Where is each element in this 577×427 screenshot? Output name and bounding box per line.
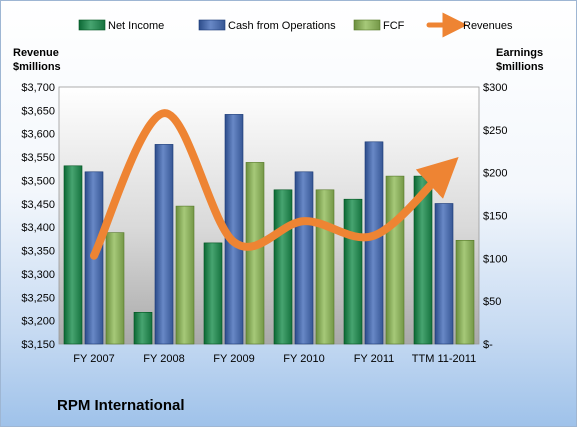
bar-fcf-2: [245, 162, 265, 345]
lines-layer: [90, 109, 459, 260]
x-tick-label: TTM 11-2011: [412, 353, 476, 365]
left-tick-label: $3,650: [21, 105, 55, 117]
bar-cash-from-operations-5: [434, 203, 454, 345]
legend-label-fcf: FCF: [383, 20, 405, 32]
bar-cash-from-operations-1: [154, 144, 174, 345]
legend-swatch-fcf: [353, 19, 381, 31]
left-tick-label: $3,250: [21, 292, 55, 304]
left-tick-label: $3,500: [21, 176, 55, 188]
bar-net-income-0: [63, 165, 83, 345]
left-tick-label: $3,200: [21, 316, 55, 328]
bar-fcf-0: [105, 232, 125, 345]
legend-swatch-cash-from-operations: [198, 19, 226, 31]
x-tick-label: FY 2007: [73, 353, 114, 365]
right-tick-label: $250: [483, 125, 507, 137]
right-tick-label: $300: [483, 82, 507, 94]
bar-cash-from-operations-4: [364, 141, 384, 345]
left-tick-label: $3,400: [21, 222, 55, 234]
left-tick-label: $3,450: [21, 199, 55, 211]
left-tick-label: $3,150: [21, 339, 55, 351]
right-tick-label: $50: [483, 296, 501, 308]
right-tick-label: $200: [483, 168, 507, 180]
x-tick-label: FY 2008: [143, 353, 184, 365]
right-axis-ticks: $- $50 $100 $150 $200 $250 $300: [483, 82, 507, 351]
bar-fcf-1: [175, 205, 195, 345]
legend-swatch-net-income: [78, 19, 106, 31]
bar-net-income-3: [273, 189, 293, 345]
bar-fcf-5: [455, 240, 475, 345]
right-tick-label: $-: [483, 339, 493, 351]
left-tick-label: $3,600: [21, 129, 55, 141]
left-axis-ticks: $3,150 $3,200 $3,250 $3,300 $3,350 $3,400 $3,4…: [21, 82, 55, 351]
right-tick-label: $150: [483, 211, 507, 223]
left-tick-label: $3,550: [21, 152, 55, 164]
x-tick-label: FY 2011: [354, 353, 395, 365]
right-tick-label: $100: [483, 253, 507, 265]
left-axis-title-line2: $millions: [13, 61, 61, 73]
bar-net-income-2: [203, 242, 223, 345]
x-axis-ticks: FY 2007 FY 2008 FY 2009 FY 2010 FY 2011 TTM 1…: [73, 353, 476, 365]
bar-net-income-4: [343, 198, 363, 345]
x-tick-label: FY 2010: [283, 353, 324, 365]
plot-area: [58, 86, 480, 345]
bar-cash-from-operations-3: [294, 171, 314, 345]
bar-fcf-4: [385, 175, 405, 345]
bar-net-income-1: [133, 311, 153, 345]
left-tick-label: $3,300: [21, 269, 55, 281]
company-label: RPM International: [57, 397, 185, 414]
bar-fcf-3: [315, 189, 335, 345]
legend-label-cash-from-operations: Cash from Operations: [228, 20, 336, 32]
right-axis-title-line1: Earnings: [496, 47, 543, 59]
line-revenues: [90, 109, 459, 260]
right-axis-title-line2: $millions: [496, 61, 544, 73]
legend: Net Income Cash from Operations FCF Revenue…: [78, 12, 513, 38]
legend-label-net-income: Net Income: [108, 20, 164, 32]
left-tick-label: $3,350: [21, 246, 55, 258]
bars-layer: [63, 114, 475, 345]
left-axis-title-line1: Revenue: [13, 47, 59, 59]
x-tick-label: FY 2009: [213, 353, 254, 365]
left-tick-label: $3,700: [21, 82, 55, 94]
legend-label-revenues: Revenues: [463, 20, 513, 32]
